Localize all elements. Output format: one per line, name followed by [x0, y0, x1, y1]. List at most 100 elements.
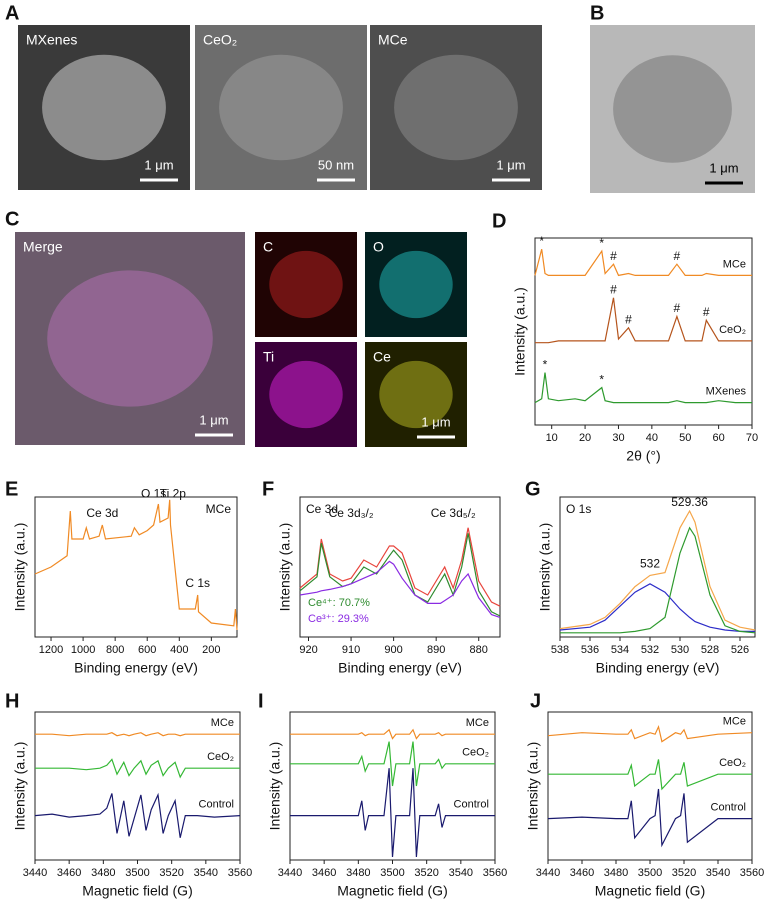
panel-letter: A: [5, 2, 19, 24]
series-line: [559, 509, 756, 631]
panel-letter: H: [5, 690, 19, 712]
series-label: CeO₂: [719, 757, 746, 769]
scale-bar-label: 1 μm: [199, 412, 228, 427]
annotation: *: [599, 372, 604, 386]
image-label: MCe: [378, 32, 408, 48]
annotation: #: [610, 249, 617, 263]
x-tick-label: 3480: [346, 867, 370, 879]
plot-frame: [299, 496, 501, 638]
x-tick-label: 3560: [483, 867, 507, 879]
x-axis-label: Magnetic field (G): [595, 883, 705, 899]
scale-bar-label: 50 nm: [318, 157, 354, 172]
annotation: C 1s: [185, 576, 210, 590]
series-label: CeO₂: [719, 324, 746, 336]
x-tick-label: 910: [342, 644, 360, 656]
panel-letter: B: [590, 2, 604, 24]
series-label: MCe: [466, 717, 489, 729]
panel-letter: C: [5, 208, 19, 230]
x-tick-label: 800: [106, 644, 124, 656]
x-tick-label: 70: [746, 432, 758, 444]
x-tick-label: 3500: [125, 867, 149, 879]
x-tick-label: 3440: [536, 867, 560, 879]
series-line: [534, 372, 752, 404]
x-tick-label: 200: [202, 644, 220, 656]
x-tick-label: 60: [712, 432, 724, 444]
legend-entry: Ce⁴⁺: 70.7%: [308, 597, 370, 609]
x-tick-label: 3460: [570, 867, 594, 879]
image-label: Merge: [23, 239, 63, 255]
image-label: O: [373, 239, 384, 255]
x-axis-label: Binding energy (eV): [596, 660, 720, 676]
x-axis-label: Binding energy (eV): [74, 660, 198, 676]
x-tick-label: 532: [641, 644, 659, 656]
series-line: [290, 768, 495, 858]
panel-letter: D: [492, 210, 506, 232]
annotation: #: [674, 301, 681, 315]
x-tick-label: 600: [138, 644, 156, 656]
annotation: Ti 2p: [160, 486, 187, 500]
specimen: [613, 55, 732, 163]
series-line: [534, 249, 752, 277]
y-axis-label: Intensity (a.u.): [277, 523, 293, 612]
x-tick-label: 400: [170, 644, 188, 656]
x-tick-label: 538: [551, 644, 569, 656]
series-label: MCe: [211, 717, 234, 729]
series-label: CeO₂: [207, 751, 234, 763]
series-label: Control: [454, 799, 489, 811]
annotation: Ce 3d: [86, 506, 118, 520]
plot-frame: [34, 496, 238, 638]
x-tick-label: 920: [299, 644, 317, 656]
x-tick-label: 528: [701, 644, 719, 656]
x-tick-label: 3540: [449, 867, 473, 879]
series-line: [34, 792, 241, 838]
x-axis-label: Binding energy (eV): [338, 660, 462, 676]
series-line: [547, 724, 753, 743]
annotation: *: [543, 357, 548, 371]
y-axis-label: Intensity (a.u.): [12, 523, 28, 612]
x-tick-label: 3500: [638, 867, 662, 879]
x-tick-label: 3520: [672, 867, 696, 879]
image-label: Ce: [373, 349, 391, 365]
x-tick-label: 3540: [194, 867, 218, 879]
annotation: #: [703, 305, 710, 319]
panel-letter: J: [530, 690, 541, 712]
series-line: [290, 728, 495, 740]
series-line: [299, 560, 501, 618]
x-tick-label: 3440: [278, 867, 302, 879]
series-label: MXenes: [706, 385, 747, 397]
image-label: C: [263, 239, 273, 255]
annotation: Ce 3d₃/₂: [329, 506, 374, 520]
specimen: [47, 270, 213, 407]
annotation: *: [599, 236, 604, 250]
x-tick-label: 3500: [380, 867, 404, 879]
specimen: [379, 360, 453, 429]
x-tick-label: 3460: [57, 867, 81, 879]
x-tick-label: 3460: [312, 867, 336, 879]
x-axis-label: 2θ (°): [626, 448, 660, 464]
y-axis-label: Intensity (a.u.): [267, 742, 283, 831]
plot-frame: [559, 496, 756, 638]
specimen: [379, 250, 453, 319]
image-label: CeO₂: [203, 32, 237, 48]
panel-letter: G: [525, 478, 541, 500]
annotation: *: [539, 234, 544, 248]
x-tick-label: 1200: [39, 644, 63, 656]
scale-bar-label: 1 μm: [496, 157, 525, 172]
series-line: [560, 526, 756, 634]
x-tick-label: 20: [579, 432, 591, 444]
specimen: [269, 360, 343, 429]
x-tick-label: 10: [546, 432, 558, 444]
x-tick-label: 534: [611, 644, 629, 656]
panel-letter: E: [5, 478, 18, 500]
x-tick-label: 1000: [71, 644, 95, 656]
series-line: [299, 527, 501, 607]
annotation: #: [625, 312, 632, 326]
series-line: [548, 759, 752, 791]
series-label: Control: [199, 799, 234, 811]
x-tick-label: 3560: [228, 867, 252, 879]
series-line: [35, 732, 240, 737]
specimen: [269, 250, 343, 319]
x-tick-label: 3520: [414, 867, 438, 879]
annotation: #: [674, 249, 681, 263]
